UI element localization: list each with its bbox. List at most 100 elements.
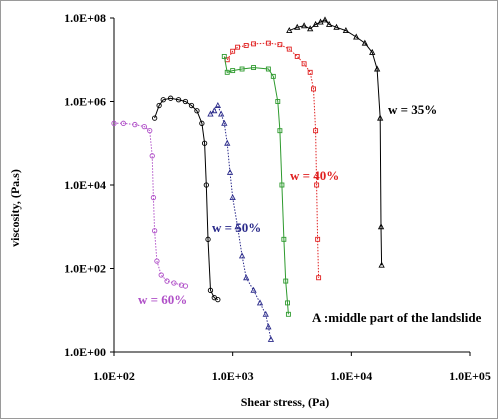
series-3	[207, 101, 275, 342]
data-point	[377, 114, 384, 121]
data-point	[313, 128, 319, 134]
data-point	[207, 287, 214, 293]
x-tick-label: 1.0E+03	[212, 369, 254, 383]
data-point	[265, 40, 271, 46]
data-point	[312, 20, 319, 27]
data-point	[270, 73, 276, 79]
annotation-text: A :middle part of the landslide	[312, 310, 482, 325]
data-point	[277, 42, 283, 48]
data-point	[300, 22, 308, 29]
data-point	[158, 272, 164, 278]
x-tick-label: 1.0E+05	[449, 369, 491, 383]
data-point	[317, 18, 324, 25]
y-tick-label: 1.0E+06	[64, 95, 106, 109]
data-point	[147, 128, 153, 134]
data-point	[283, 278, 289, 284]
y-tick-label: 1.0E+08	[64, 11, 106, 25]
data-point	[194, 108, 200, 114]
series-group	[111, 16, 385, 342]
data-point	[203, 182, 209, 188]
data-point	[149, 153, 155, 159]
data-point	[164, 278, 170, 284]
y-tick-label: 1.0E+04	[64, 178, 106, 192]
data-point	[167, 95, 174, 101]
data-point	[235, 44, 241, 50]
x-tick-label: 1.0E+02	[93, 369, 135, 383]
series-4	[111, 120, 189, 289]
series-1	[224, 40, 322, 281]
data-point	[277, 128, 283, 134]
data-point	[373, 65, 381, 72]
data-point	[199, 120, 205, 126]
data-point	[286, 46, 292, 52]
data-point	[211, 107, 218, 114]
data-point	[378, 261, 385, 268]
data-point	[294, 23, 301, 30]
data-point	[150, 194, 157, 201]
data-point	[243, 274, 250, 281]
series-label: w = 60%	[138, 292, 187, 307]
data-point	[175, 97, 182, 103]
data-point	[294, 53, 300, 59]
data-point	[201, 140, 208, 146]
data-point	[120, 120, 127, 126]
series-line	[154, 97, 219, 301]
y-axis-label: viscosity, (Pa.s)	[8, 169, 22, 247]
series-line	[289, 19, 383, 266]
data-point	[301, 61, 307, 67]
data-point	[182, 283, 189, 289]
data-point	[156, 102, 162, 109]
series-line	[114, 122, 186, 287]
series-label: w = 50%	[212, 220, 261, 235]
data-point	[224, 69, 230, 75]
series-2	[221, 53, 291, 317]
data-point	[188, 102, 195, 109]
data-point	[265, 323, 272, 330]
data-point	[251, 41, 257, 47]
data-point	[307, 69, 313, 75]
data-point	[205, 236, 211, 242]
data-point	[230, 48, 236, 54]
data-point	[221, 53, 227, 59]
series-5	[151, 95, 221, 303]
data-point	[239, 66, 245, 72]
series-labels: w = 35% w = 40% w = 50% w = 60%	[138, 102, 437, 307]
data-point	[230, 68, 236, 74]
data-point	[279, 182, 285, 188]
data-point	[224, 139, 231, 146]
data-point	[311, 86, 316, 92]
data-point	[307, 25, 314, 32]
data-point	[316, 275, 322, 281]
data-point	[229, 193, 236, 201]
data-point	[314, 182, 320, 188]
data-point	[285, 311, 291, 317]
data-point	[234, 223, 241, 230]
data-point	[238, 252, 246, 259]
data-point	[353, 33, 360, 40]
data-point	[285, 300, 290, 306]
data-point	[111, 120, 117, 126]
data-point	[151, 115, 158, 121]
data-point	[369, 48, 376, 55]
data-point	[226, 168, 234, 175]
data-point	[361, 39, 368, 46]
tick-group: 1.0E+02 1.0E+03 1.0E+04 1.0E+05 1.0E+00 1.0E+…	[64, 11, 491, 383]
series-0	[286, 16, 385, 268]
data-point	[182, 98, 189, 105]
data-point	[377, 223, 385, 230]
data-point	[132, 121, 138, 128]
data-point	[325, 20, 333, 27]
series-label: w = 35%	[388, 102, 437, 117]
y-tick-label: 1.0E+02	[64, 262, 106, 276]
data-point	[281, 236, 287, 242]
x-axis-label: Shear stress, (Pa)	[241, 395, 330, 409]
data-point	[221, 119, 228, 126]
x-tick-label: 1.0E+04	[330, 369, 372, 383]
data-point	[154, 258, 160, 264]
data-point	[141, 123, 147, 130]
data-point	[218, 110, 225, 117]
data-point	[207, 110, 214, 117]
data-point	[265, 66, 271, 72]
